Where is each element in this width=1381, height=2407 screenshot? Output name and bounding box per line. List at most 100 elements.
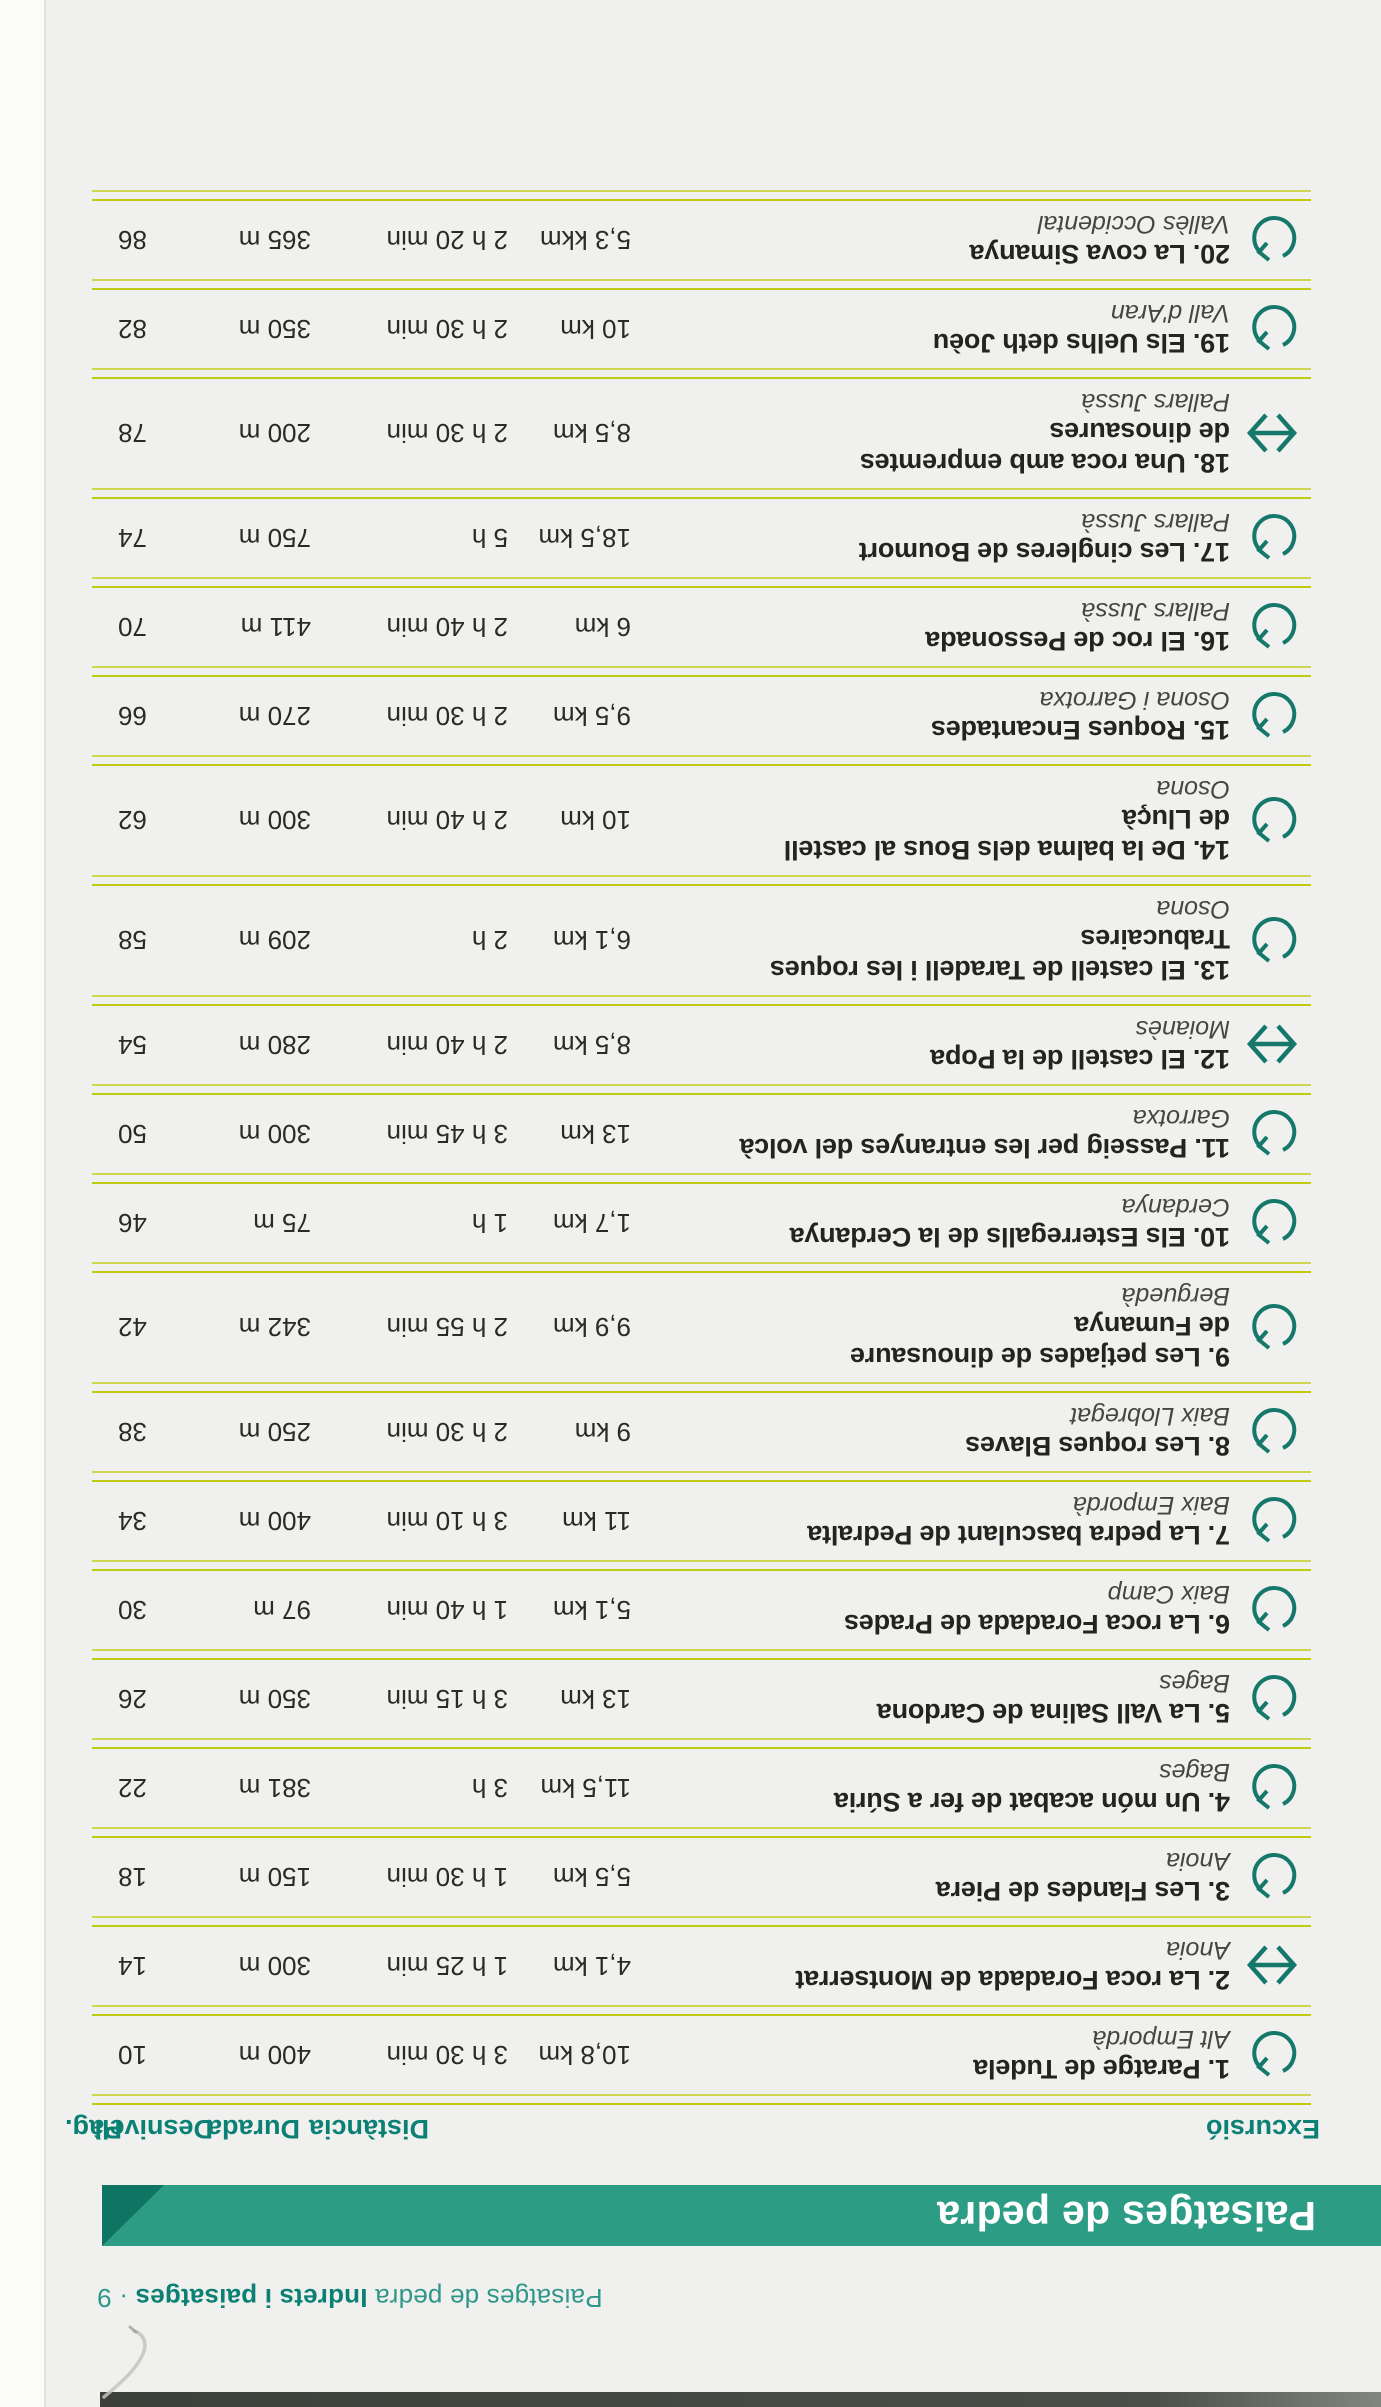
circular-route-icon xyxy=(1252,1497,1297,1544)
excursion-title-cell: 12. El castell de la Popa Moianès xyxy=(631,1015,1230,1074)
distance-value: 13 km xyxy=(560,1684,631,1714)
page-number-value: 74 xyxy=(118,523,147,553)
excursion-region: Osona xyxy=(1156,895,1230,923)
table-row: 14. De la balma dels Bous al castell de … xyxy=(0,766,1381,875)
elevation-value: 400 m xyxy=(238,2040,311,2070)
page-number-value: 18 xyxy=(118,1862,147,1892)
page-number-value: 66 xyxy=(118,701,147,731)
excursion-title: 7. La pedra basculant de Pedralta xyxy=(807,1520,1230,1550)
row-separator xyxy=(92,1084,1311,1095)
page-number-value: 54 xyxy=(118,1030,147,1060)
row-separator xyxy=(92,279,1311,290)
duration-value: 2 h 40 min xyxy=(386,612,508,642)
row-separator xyxy=(92,1382,1311,1393)
distance-value: 6,1 km xyxy=(552,925,631,956)
column-header-distancia: Distància xyxy=(308,2114,429,2144)
route-type-cell xyxy=(1230,1940,1300,1992)
excursion-title-cell: 19. Els Uelhs deth Joèu Vall d'Aran xyxy=(631,299,1230,358)
circular-route-icon xyxy=(1252,1304,1297,1350)
circular-route-icon xyxy=(1252,603,1297,650)
column-header-excursio: Excursió xyxy=(1205,2114,1320,2144)
duration-value: 3 h 15 min xyxy=(386,1684,508,1714)
excursion-title: 13. El castell de Taradell i les roques xyxy=(770,955,1230,985)
page-number-value: 62 xyxy=(118,805,147,836)
circular-route-icon xyxy=(1252,917,1297,963)
excursion-title-cell: 10. Els Esterregalls de la Cerdanya Cerd… xyxy=(631,1193,1230,1252)
elevation-value: 411 m xyxy=(240,612,311,642)
duration-value: 2 h 30 min xyxy=(386,314,508,344)
excursion-title: 4. Un món acabat de fer a Súria xyxy=(834,1787,1230,1817)
excursion-region: Osona i Garrotxa xyxy=(1039,686,1230,714)
table-row: 18. Una roca amb empremtes de dinosaures… xyxy=(0,379,1381,488)
route-type-cell xyxy=(1230,1019,1300,1071)
duration-value: 3 h 45 min xyxy=(386,1119,508,1149)
excursion-region: Pallars Jussà xyxy=(1081,508,1230,536)
excursion-region: Bages xyxy=(1159,1669,1230,1697)
linear-route-icon xyxy=(1246,1025,1298,1064)
page-number-value: 78 xyxy=(118,418,147,449)
table-row: 4. Un món acabat de fer a Súria Bages 11… xyxy=(0,1749,1381,1827)
excursion-title-cell: 5. La Vall Salina de Cardona Bages xyxy=(631,1669,1230,1728)
page-number-value: 70 xyxy=(118,612,147,642)
table-row: 17. Les cingleres de Boumort Pallars Jus… xyxy=(0,499,1381,577)
excursion-title-cell: 14. De la balma dels Bous al castell de … xyxy=(631,775,1230,865)
row-separator xyxy=(92,1916,1311,1927)
distance-value: 1,7 km xyxy=(552,1208,631,1238)
elevation-value: 300 m xyxy=(238,805,311,836)
duration-value: 2 h 20 min xyxy=(386,225,508,255)
excursion-region: Bages xyxy=(1159,1758,1230,1786)
table-row: 8. Les roques Blaves Baix Llobregat 9 km… xyxy=(0,1393,1381,1471)
circular-route-icon xyxy=(1252,692,1297,739)
row-separator xyxy=(92,1827,1311,1838)
circular-route-icon xyxy=(1252,1408,1297,1455)
excursion-title-line2: de dinosaures xyxy=(1049,417,1230,447)
duration-value: 3 h xyxy=(471,1773,508,1803)
row-separator xyxy=(92,1560,1311,1571)
row-separator xyxy=(92,666,1311,677)
route-type-cell xyxy=(1230,407,1300,459)
linear-route-icon xyxy=(1246,1946,1298,1985)
circular-route-icon xyxy=(1252,1853,1297,1900)
elevation-value: 75 m xyxy=(253,1208,311,1238)
elevation-value: 150 m xyxy=(238,1862,311,1892)
row-separator xyxy=(92,995,1311,1006)
excursion-region: Vall d'Aran xyxy=(1110,299,1230,327)
elevation-value: 270 m xyxy=(238,701,311,731)
excursion-title-cell: 6. La roca Foradada de Prades Baix Camp xyxy=(631,1580,1230,1639)
table-column-headers: Excursió Distància Durada Desnivell Pàg. xyxy=(0,2108,1381,2144)
elevation-value: 300 m xyxy=(238,1119,311,1149)
table-row: 7. La pedra basculant de Pedralta Baix E… xyxy=(0,1482,1381,1560)
row-separator xyxy=(92,190,1311,201)
excursions-table: 1. Paratge de Tudela Alt Empordà 10,8 km… xyxy=(0,190,1381,2105)
circular-route-icon xyxy=(1252,305,1297,352)
excursion-title-cell: 16. El roc de Pessonada Pallars Jussà xyxy=(631,597,1230,656)
table-row: 19. Els Uelhs deth Joèu Vall d'Aran 10 k… xyxy=(0,290,1381,368)
excursion-title-cell: 3. Les Flandes de Piera Anoia xyxy=(631,1847,1230,1906)
excursion-title: 16. El roc de Pessonada xyxy=(925,626,1230,656)
excursion-title: 3. Les Flandes de Piera xyxy=(935,1876,1230,1906)
route-type-cell xyxy=(1230,303,1300,355)
distance-value: 9 km xyxy=(574,1417,631,1447)
excursion-region: Cerdanya xyxy=(1121,1193,1230,1221)
row-separator xyxy=(92,1649,1311,1660)
route-type-cell xyxy=(1230,1851,1300,1903)
excursion-title-cell: 7. La pedra basculant de Pedralta Baix E… xyxy=(631,1491,1230,1550)
duration-value: 2 h 30 min xyxy=(386,1417,508,1447)
duration-value: 5 h xyxy=(471,523,508,553)
row-separator xyxy=(92,2005,1311,2016)
duration-value: 1 h 25 min xyxy=(386,1951,508,1981)
excursion-title-cell: 15. Roques Encantades Osona i Garrotxa xyxy=(631,686,1230,745)
elevation-value: 750 m xyxy=(238,523,311,553)
linear-route-icon xyxy=(1246,413,1298,453)
circular-route-icon xyxy=(1252,1586,1297,1633)
distance-value: 11 km xyxy=(562,1506,631,1536)
excursion-title-cell: 1. Paratge de Tudela Alt Empordà xyxy=(631,2025,1230,2084)
distance-value: 10 km xyxy=(560,805,631,836)
distance-value: 4,1 km xyxy=(552,1951,631,1981)
duration-value: 3 h 10 min xyxy=(386,1506,508,1536)
scan-edge-shadow xyxy=(100,2392,1381,2407)
section-title: Paisatges de pedra xyxy=(936,2193,1316,2239)
excursion-region: Baix Camp xyxy=(1107,1580,1230,1608)
